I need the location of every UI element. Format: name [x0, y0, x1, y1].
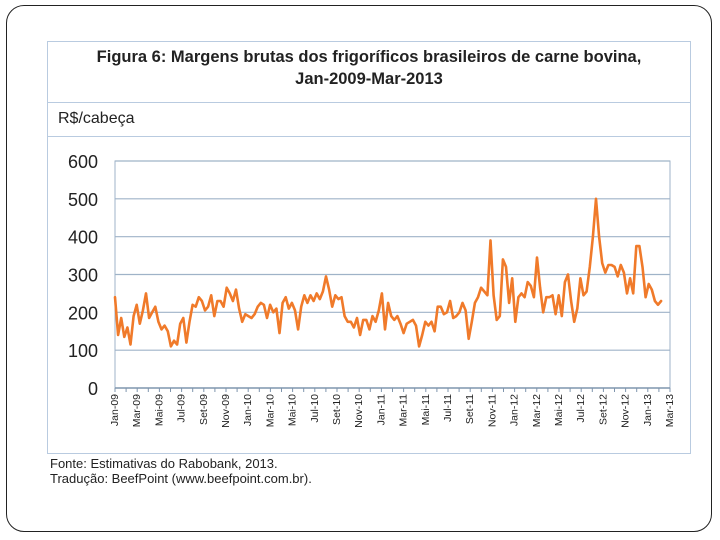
x-tick-label: Mar-09	[131, 394, 143, 427]
series-line	[113, 197, 663, 348]
x-tick-label: Nov-09	[220, 394, 232, 428]
chart-title-line2: Jan-2009-Mar-2013	[295, 70, 443, 88]
chart-title: Figura 6: Margens brutas dos frigorífico…	[48, 46, 690, 90]
x-tick-label: Mai-10	[287, 394, 299, 426]
y-tick-label: 100	[68, 341, 98, 361]
figure-panel: Figura 6: Margens brutas dos frigorífico…	[47, 41, 691, 454]
x-tick-label: Set-11	[464, 394, 476, 424]
x-tick-label: Jan-10	[242, 394, 254, 426]
x-tick-label: Nov-10	[353, 394, 365, 428]
y-tick-label: 500	[68, 190, 98, 210]
y-tick-label: 0	[88, 379, 98, 399]
x-tick-label: Set-10	[331, 394, 343, 425]
x-tick-label: Jul-11	[442, 394, 454, 422]
y-tick-label: 300	[68, 266, 98, 286]
x-tick-label: Mai-11	[420, 394, 432, 425]
slide-frame	[6, 5, 712, 532]
source-line: Fonte: Estimativas do Rabobank, 2013.	[50, 456, 278, 471]
x-tick-label: Nov-12	[620, 394, 632, 428]
x-tick-label: Nov-11	[486, 394, 498, 427]
x-tick-label: Set-09	[198, 394, 210, 425]
y-tick-label: 400	[68, 228, 98, 248]
translation-line: Tradução: BeefPoint (www.beefpoint.com.b…	[50, 471, 312, 486]
chart-title-line1: Figura 6: Margens brutas dos frigorífico…	[96, 48, 642, 66]
x-tick-label: Mar-10	[264, 394, 276, 427]
x-tick-label: Jan-11	[375, 394, 387, 425]
title-band: Figura 6: Margens brutas dos frigorífico…	[48, 42, 690, 103]
line-chart: 0 100 200 300 400 500 600 Jan-09 Mar-09 Mai-09 Ju…	[68, 152, 676, 428]
x-tick-label: Mai-09	[153, 394, 165, 426]
x-tick-label: Jul-09	[176, 394, 188, 423]
x-tick-label: Jul-12	[575, 394, 587, 423]
y-tick-label: 200	[68, 303, 98, 323]
x-tick-label: Mar-12	[531, 394, 543, 427]
x-tick-label: Mar-11	[398, 394, 410, 427]
x-tick-label: Set-12	[597, 394, 609, 425]
x-tick-label: Mar-13	[664, 394, 676, 427]
x-tick-label: Jul-10	[309, 394, 321, 423]
x-tick-label: Mai-12	[553, 394, 565, 426]
y-tick-label: 600	[68, 152, 98, 172]
x-tick-label: Jan-09	[109, 394, 121, 426]
unit-band: R$/cabeça	[48, 102, 690, 137]
source-note: Fonte: Estimativas do Rabobank, 2013. Tr…	[50, 456, 312, 486]
x-tick-label: Jan-13	[642, 394, 654, 426]
y-unit-label: R$/cabeça	[58, 110, 135, 127]
x-tick-label: Jan-12	[509, 394, 521, 426]
